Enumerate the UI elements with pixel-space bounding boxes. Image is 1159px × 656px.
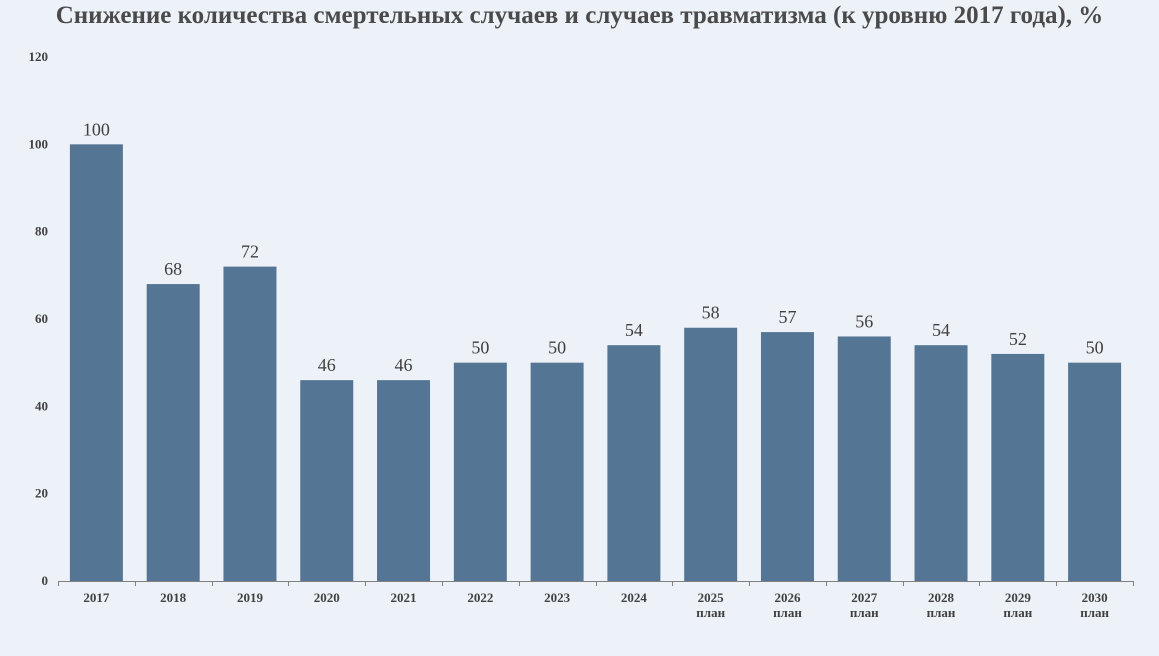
x-tick-note: план	[850, 605, 879, 620]
bar	[684, 327, 738, 581]
data-label: 54	[932, 320, 950, 340]
data-label: 46	[395, 355, 413, 375]
x-tick-label: 2030	[1082, 590, 1108, 605]
x-tick-label: 2026	[774, 590, 801, 605]
bar	[300, 380, 354, 581]
data-label: 56	[855, 311, 873, 331]
bar	[377, 380, 431, 581]
y-tick-label: 60	[35, 311, 48, 326]
data-label: 57	[778, 307, 796, 327]
x-tick-note: план	[773, 605, 802, 620]
y-tick-label: 100	[29, 136, 49, 151]
x-tick-label: 2018	[160, 590, 187, 605]
x-tick-note: план	[696, 605, 725, 620]
x-tick-note: план	[1003, 605, 1032, 620]
bar	[530, 362, 584, 581]
x-tick-note: план	[1080, 605, 1109, 620]
x-tick-label: 2027	[851, 590, 878, 605]
bar	[453, 362, 507, 581]
data-label: 50	[471, 338, 489, 358]
y-axis: 0 20 40 60 80 100 120	[29, 49, 49, 588]
bar	[607, 345, 661, 581]
bar	[837, 336, 891, 581]
y-tick-label: 40	[35, 398, 48, 413]
x-tick-label: 2017	[83, 590, 110, 605]
bar	[760, 332, 814, 581]
y-tick-label: 20	[35, 486, 48, 501]
bar	[69, 144, 123, 582]
x-tick-label: 2019	[237, 590, 264, 605]
data-label: 50	[1086, 338, 1104, 358]
bars: 100 68 72 46 46 50 50 54 58 57 56 54 52 50	[69, 119, 1122, 582]
x-tick-label: 2023	[544, 590, 571, 605]
x-tick-note: план	[927, 605, 956, 620]
data-label: 50	[548, 338, 566, 358]
y-tick-label: 120	[29, 49, 49, 64]
bar	[991, 353, 1045, 581]
x-tick-label: 2029	[1005, 590, 1032, 605]
data-label: 58	[702, 303, 720, 323]
bar	[914, 345, 968, 581]
bar	[1068, 362, 1122, 581]
x-axis: 2017 2018 2019 2020 2021 2022 2023 2024 2025план…	[58, 581, 1134, 620]
x-tick-label: 2021	[391, 590, 417, 605]
data-label: 54	[625, 320, 643, 340]
chart-title: Снижение количества смертельных случаев …	[55, 2, 1104, 29]
x-tick-label: 2022	[467, 590, 493, 605]
data-label: 68	[164, 259, 182, 279]
y-tick-label: 0	[42, 573, 49, 588]
data-label: 72	[241, 242, 259, 262]
x-tick-label: 2024	[621, 590, 648, 605]
x-tick-label: 2028	[928, 590, 955, 605]
y-tick-label: 80	[35, 224, 48, 239]
x-tick-label: 2025	[698, 590, 725, 605]
x-tick-label: 2020	[314, 590, 340, 605]
data-label: 52	[1009, 329, 1027, 349]
bar	[223, 266, 277, 581]
data-label: 100	[83, 119, 110, 139]
data-label: 46	[318, 355, 336, 375]
bar	[146, 284, 200, 581]
